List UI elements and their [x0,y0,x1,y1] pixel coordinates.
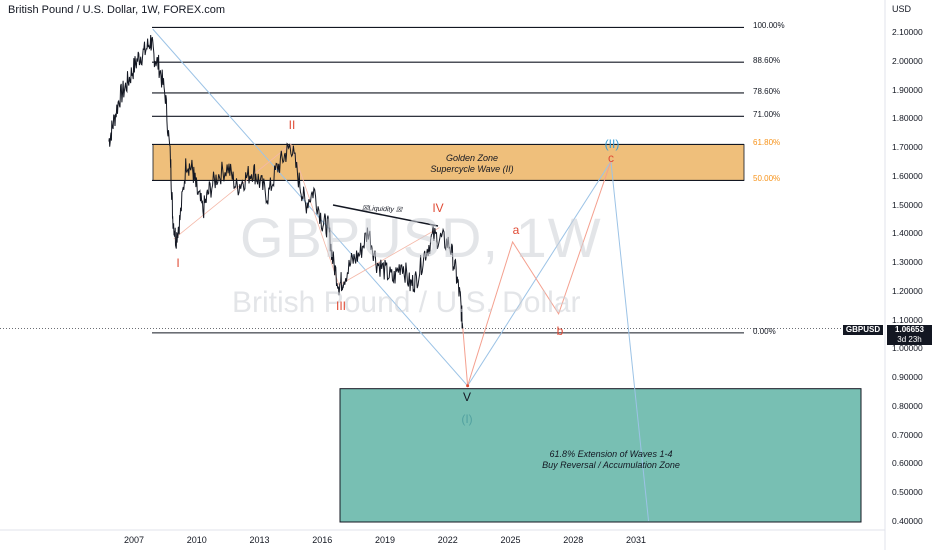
price-tick-label: 2.10000 [892,27,923,37]
extension-zone-line2: Buy Reversal / Accumulation Zone [542,460,680,470]
wave-label-V: V [462,390,472,404]
golden-zone-line2: Supercycle Wave (II) [430,164,514,174]
price-tick-label: 0.60000 [892,458,923,469]
fib-label: 100.00% [753,21,785,31]
blue-projection-path [152,28,650,522]
wave-label-primary-II: (II) [604,137,620,151]
price-tick-label: 1.40000 [892,228,923,239]
price-tick-label: 1.30000 [892,257,923,268]
price-tick-label: 1.90000 [892,84,923,95]
wave-label-III: III [335,299,347,313]
time-tick-label: 2019 [374,535,396,545]
time-tick-label: 2025 [500,535,521,545]
time-tick-label: 2031 [625,535,647,545]
time-tick-label: 2016 [312,535,333,545]
price-tick-label: 0.80000 [892,400,923,411]
red-projection-path [462,161,612,386]
wave-label-IV: IV [432,201,444,215]
chart-title: British Pound / U.S. Dollar, 1W, FOREX.c… [8,4,226,16]
wave-label-a: a [512,223,520,237]
price-tick-label: 0.50000 [892,487,923,498]
price-tick-label: 1.50000 [892,199,923,210]
liquidity-trendline [332,204,439,227]
wave-label-b: b [556,324,564,338]
extension-zone-line1: 61.8% Extension of Waves 1-4 [549,449,673,459]
wave-label-c: c [608,151,614,165]
price-tick-label: 1.70000 [892,142,923,153]
golden-zone-label: Golden Zone Supercycle Wave (II) [372,153,572,175]
wave-v-marker [466,384,470,388]
price-series-line [108,34,464,329]
fib-label: 61.80% [753,138,781,148]
price-tick-label: 2.00000 [892,55,923,66]
extension-zone-label: 61.8% Extension of Waves 1-4 Buy Reversa… [476,449,746,471]
current-price-value: 1.06653 [895,325,924,334]
bar-countdown: 3d 23h [897,335,922,344]
time-tick-label: 2007 [123,535,145,545]
time-tick-label: 2010 [186,535,207,545]
price-tick-label: 0.90000 [892,372,923,383]
fib-label: 0.00% [753,326,776,336]
wave-label-II: II [288,118,296,132]
fib-label: 78.60% [753,86,781,96]
current-price-box: 1.06653 3d 23h [887,325,932,345]
price-tick-label: 1.20000 [892,285,923,296]
price-tick-label: 1.10000 [892,314,923,325]
time-tick-label: 2013 [249,535,270,545]
price-tick-label: 0.70000 [892,429,923,440]
price-tick-label: 1.00000 [892,343,923,354]
price-axis-currency: USD [892,4,912,14]
watermark-ticker: GBPUSD, 1W [240,206,602,269]
golden-zone-line1: Golden Zone [445,153,499,163]
extension-zone-box [339,388,862,523]
price-tick-label: 0.40000 [892,516,923,526]
fib-label: 88.60% [753,56,781,66]
wave-connector [173,143,440,286]
time-tick-label: 2028 [563,535,584,545]
symbol-price-tag: GBPUSD [843,325,883,335]
wave-label-I: I [176,256,180,270]
price-tick-label: 1.60000 [892,170,923,181]
fib-label: 71.00% [753,110,781,120]
golden-zone-box [152,144,745,181]
price-tick-label: 1.80000 [892,113,923,124]
wave-label-primary-I: (I) [461,412,473,426]
fib-label: 50.00% [753,174,781,184]
time-tick-label: 2022 [437,535,458,545]
watermark-name: British Pound / U.S. Dollar [232,286,581,319]
